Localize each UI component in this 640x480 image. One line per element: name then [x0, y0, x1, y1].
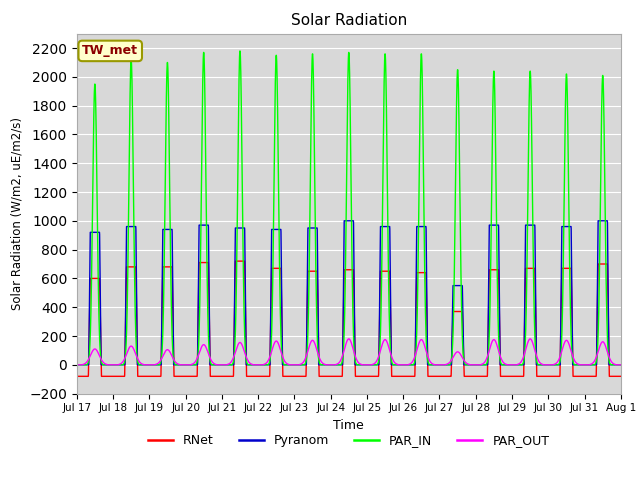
PAR_OUT — [441, 362, 449, 368]
Pyranom — [617, 362, 625, 368]
Line: PAR_IN: PAR_IN — [77, 51, 621, 365]
PAR_OUT — [345, 336, 353, 342]
Legend: RNet, Pyranom, PAR_IN, PAR_OUT: RNet, Pyranom, PAR_IN, PAR_OUT — [143, 429, 554, 452]
PAR_OUT — [73, 362, 81, 368]
Y-axis label: Solar Radiation (W/m2, uE/m2/s): Solar Radiation (W/m2, uE/m2/s) — [11, 117, 24, 310]
Pyranom — [328, 362, 336, 368]
Line: RNet: RNet — [77, 261, 621, 376]
RNet — [329, 373, 337, 379]
Pyranom — [471, 362, 479, 368]
Pyranom — [441, 362, 449, 368]
RNet — [502, 373, 509, 379]
Title: Solar Radiation: Solar Radiation — [291, 13, 407, 28]
RNet — [441, 373, 449, 379]
PAR_OUT — [171, 358, 179, 364]
Pyranom — [171, 362, 179, 368]
Line: Pyranom: Pyranom — [77, 221, 621, 365]
X-axis label: Time: Time — [333, 419, 364, 432]
RNet — [232, 258, 239, 264]
PAR_IN — [73, 362, 81, 368]
Text: TW_met: TW_met — [82, 44, 138, 58]
PAR_IN — [617, 362, 625, 368]
Pyranom — [340, 218, 348, 224]
Pyranom — [502, 362, 509, 368]
PAR_OUT — [616, 362, 624, 368]
PAR_IN — [236, 48, 244, 54]
PAR_IN — [441, 362, 449, 368]
Pyranom — [73, 362, 81, 368]
PAR_OUT — [502, 361, 509, 367]
PAR_OUT — [328, 362, 336, 368]
PAR_IN — [329, 362, 337, 368]
RNet — [617, 373, 625, 379]
Line: PAR_OUT: PAR_OUT — [77, 339, 621, 365]
PAR_IN — [616, 362, 624, 368]
PAR_OUT — [617, 362, 625, 368]
RNet — [73, 373, 81, 379]
RNet — [616, 373, 624, 379]
PAR_IN — [171, 360, 179, 366]
PAR_IN — [502, 362, 509, 368]
RNet — [171, 373, 179, 379]
Pyranom — [616, 362, 624, 368]
PAR_OUT — [471, 362, 479, 368]
PAR_IN — [471, 362, 479, 368]
RNet — [471, 373, 479, 379]
